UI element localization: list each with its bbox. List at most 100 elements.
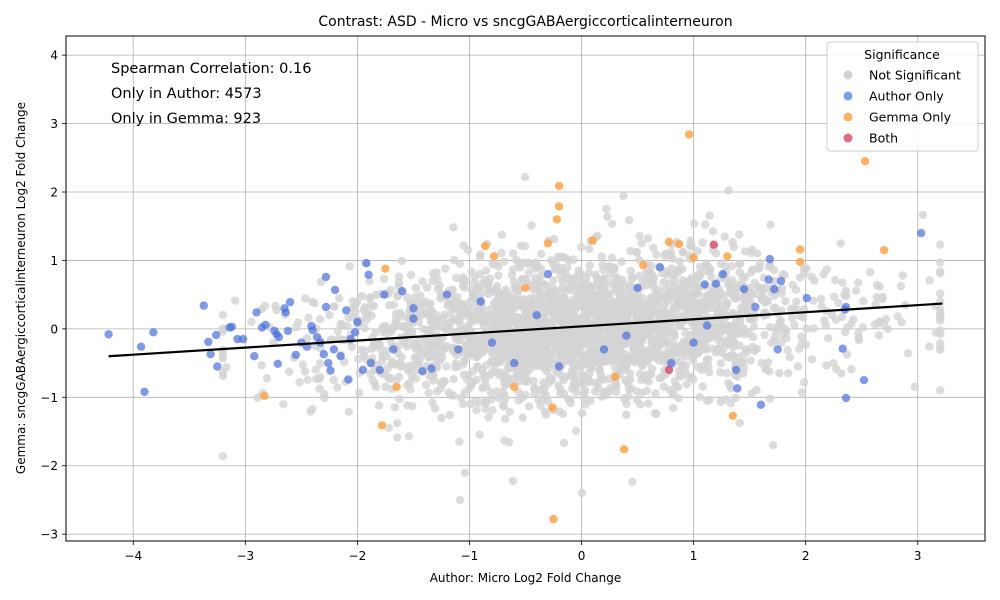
not-significant-point	[218, 310, 228, 320]
not-significant-point	[577, 488, 587, 498]
gemma-only-point	[489, 252, 499, 261]
not-significant-point	[840, 290, 849, 299]
not-significant-point	[499, 402, 508, 411]
not-significant-point	[387, 359, 396, 369]
not-significant-point	[487, 395, 496, 404]
not-significant-point	[682, 380, 691, 389]
not-significant-point	[700, 336, 710, 345]
annotation-author-count: Only in Author: 4573	[111, 86, 262, 102]
not-significant-point	[494, 297, 503, 307]
not-significant-point	[554, 306, 563, 315]
x-tick-label: 2	[802, 549, 810, 563]
not-significant-point	[520, 172, 530, 181]
not-significant-point	[637, 239, 646, 248]
not-significant-point	[624, 391, 633, 401]
not-significant-point	[519, 275, 528, 284]
not-significant-point	[637, 361, 647, 371]
not-significant-point	[535, 300, 544, 309]
not-significant-point	[654, 299, 664, 308]
not-significant-point	[393, 419, 402, 428]
not-significant-point	[420, 336, 429, 346]
not-significant-point	[591, 270, 600, 279]
not-significant-point	[760, 330, 769, 340]
not-significant-point	[552, 313, 562, 322]
not-significant-point	[516, 241, 526, 250]
not-significant-point	[810, 276, 819, 285]
not-significant-point	[722, 352, 731, 362]
not-significant-point	[554, 337, 563, 346]
not-significant-point	[775, 368, 784, 378]
not-significant-point	[497, 248, 506, 258]
not-significant-point	[526, 348, 535, 357]
both-point	[709, 240, 718, 249]
not-significant-point	[434, 323, 444, 332]
not-significant-point	[646, 303, 655, 313]
not-significant-point	[484, 285, 493, 294]
not-significant-point	[382, 352, 392, 361]
not-significant-point	[508, 249, 518, 258]
not-significant-point	[797, 332, 806, 341]
not-significant-point	[696, 327, 706, 337]
not-significant-point	[378, 323, 387, 332]
not-significant-point	[360, 323, 369, 333]
author-only-point	[622, 331, 631, 340]
legend-label-not-significant: Not Significant	[869, 68, 961, 83]
not-significant-point	[705, 211, 714, 220]
not-significant-point	[651, 326, 660, 335]
not-significant-point	[719, 291, 728, 300]
not-significant-point	[492, 281, 502, 291]
not-significant-point	[517, 393, 527, 403]
author-only-point	[375, 365, 384, 375]
not-significant-point	[777, 289, 786, 298]
not-significant-point	[653, 351, 662, 361]
not-significant-point	[498, 387, 508, 397]
not-significant-point	[354, 354, 363, 364]
not-significant-point	[488, 259, 497, 269]
not-significant-point	[494, 347, 503, 356]
author-only-point	[362, 259, 371, 268]
not-significant-point	[481, 266, 491, 275]
y-tick-label: 0	[50, 322, 58, 336]
not-significant-point	[544, 364, 553, 373]
not-significant-point	[362, 315, 372, 324]
author-only-point	[751, 302, 760, 312]
not-significant-point	[357, 345, 366, 355]
not-significant-point	[501, 285, 510, 294]
not-significant-point	[348, 312, 357, 322]
not-significant-point	[770, 332, 780, 342]
not-significant-point	[673, 301, 682, 310]
not-significant-point	[486, 388, 496, 397]
not-significant-point	[610, 314, 619, 323]
author-only-point	[308, 326, 317, 335]
author-only-point	[291, 350, 300, 360]
not-significant-point	[689, 219, 699, 228]
not-significant-point	[840, 328, 850, 337]
not-significant-point	[476, 252, 485, 262]
not-significant-point	[874, 331, 884, 340]
author-only-point	[510, 358, 519, 368]
not-significant-point	[702, 355, 711, 364]
not-significant-point	[515, 377, 524, 386]
not-significant-point	[740, 330, 750, 339]
not-significant-point	[386, 373, 395, 383]
not-significant-point	[641, 375, 651, 384]
not-significant-point	[651, 389, 660, 398]
not-significant-point	[532, 261, 541, 270]
not-significant-point	[478, 333, 487, 343]
not-significant-point	[623, 378, 632, 388]
not-significant-point	[459, 302, 469, 311]
not-significant-point	[689, 348, 698, 358]
not-significant-point	[218, 324, 228, 334]
author-only-point	[487, 338, 497, 347]
x-tick-label: −3	[236, 549, 254, 563]
not-significant-point	[918, 210, 928, 220]
author-only-point	[711, 279, 721, 288]
not-significant-point	[594, 327, 603, 336]
not-significant-point	[776, 316, 785, 325]
gemma-only-point	[728, 411, 737, 420]
not-significant-point	[795, 344, 804, 354]
not-significant-point	[635, 351, 644, 361]
author-only-point	[718, 269, 727, 279]
not-significant-point	[468, 293, 478, 302]
not-significant-point	[440, 343, 449, 353]
